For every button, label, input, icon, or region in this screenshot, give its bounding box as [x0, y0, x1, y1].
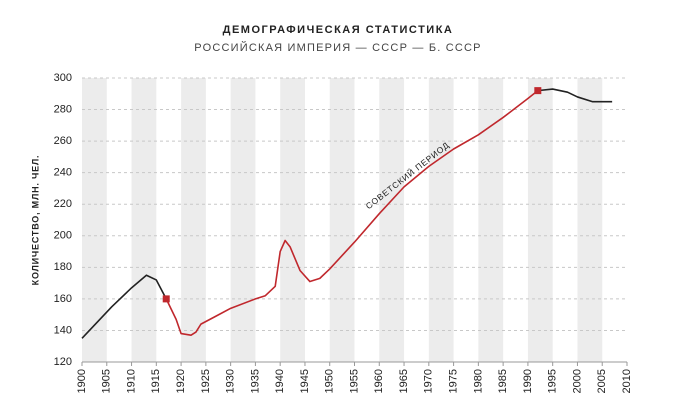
y-tick-label: 180: [54, 261, 72, 273]
x-tick-label: 1945: [299, 369, 311, 393]
stripe: [428, 78, 454, 362]
x-tick-label: 2005: [596, 369, 608, 393]
x-tick-label: 1915: [150, 369, 162, 393]
y-tick-label: 260: [54, 135, 72, 147]
y-tick-label: 280: [54, 103, 72, 115]
x-tick-label: 2010: [621, 369, 633, 393]
x-tick-label: 2000: [571, 369, 583, 393]
y-tick-label: 200: [54, 230, 72, 242]
stripe: [82, 78, 107, 362]
y-tick-label: 300: [54, 72, 72, 84]
x-tick-label: 1935: [249, 369, 261, 393]
x-tick-label: 1985: [497, 369, 509, 393]
line: [165, 89, 539, 336]
stripe: [329, 78, 355, 362]
y-tick-label: 140: [54, 324, 72, 336]
line: [537, 88, 613, 103]
x-tick-label: 1925: [200, 369, 212, 393]
y-tick-label: 120: [54, 356, 72, 368]
x-tick-label: 1940: [274, 369, 286, 393]
y-tick-label: 160: [54, 293, 72, 305]
chart-title: ДЕМОГРАФИЧЕСКАЯ СТАТИСТИКА: [223, 24, 454, 36]
x-tick-label: 1970: [423, 369, 435, 393]
stripe: [181, 78, 206, 362]
stripe: [379, 78, 405, 362]
x-tick-label: 1905: [101, 369, 113, 393]
x-tick-label: 1900: [76, 369, 88, 393]
x-tick-label: 1920: [175, 369, 187, 393]
stripe: [230, 78, 256, 362]
stripe: [527, 78, 553, 362]
point-marker: [534, 87, 542, 95]
x-tick-label: 1960: [373, 369, 385, 393]
x-tick-label: 1975: [447, 369, 459, 393]
x-tick-label: 1995: [547, 369, 559, 393]
x-tick-label: 1965: [398, 369, 410, 393]
y-tick-label: 220: [54, 198, 72, 210]
y-tick-label: 240: [54, 167, 72, 179]
stripe: [577, 78, 603, 362]
x-tick-label: 1980: [472, 369, 484, 393]
point-marker: [162, 295, 170, 303]
x-tick-label: 1955: [348, 369, 360, 393]
stripe: [280, 78, 305, 362]
x-tick-label: 1950: [324, 369, 336, 393]
x-tick-label: 1930: [225, 369, 237, 393]
y-axis-label: КОЛИЧЕСТВО, МЛН. ЧЕЛ.: [30, 155, 40, 286]
x-tick-label: 1990: [522, 369, 534, 393]
stripe: [131, 78, 157, 362]
line: [81, 274, 167, 339]
x-tick-label: 1910: [125, 369, 137, 393]
chart-subtitle: РОССИЙСКАЯ ИМПЕРИЯ — СССР — Б. СССР: [194, 41, 481, 54]
